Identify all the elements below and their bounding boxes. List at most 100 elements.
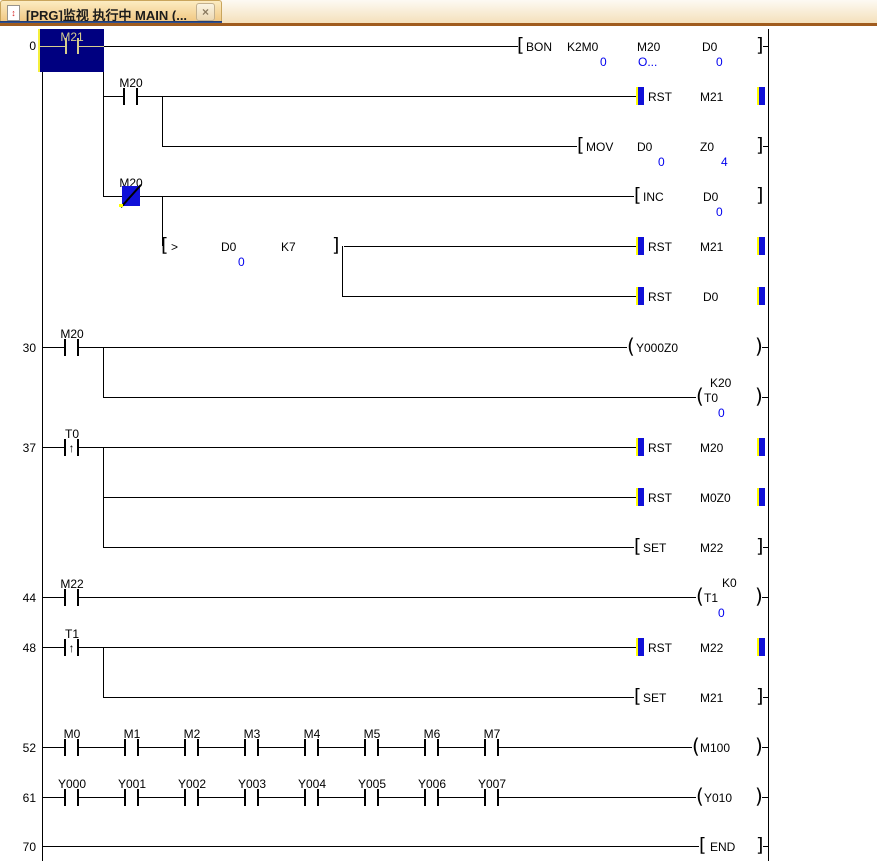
contact-no-y001[interactable]	[124, 789, 139, 806]
coil-m100[interactable]: M100	[700, 741, 731, 755]
close-icon[interactable]: ×	[196, 3, 215, 21]
close-bracket: ]	[756, 133, 764, 156]
instr-bon-operand2[interactable]: M20	[637, 40, 661, 54]
instr-set-operand[interactable]: M22	[700, 541, 724, 555]
contact-label: Y005	[357, 777, 387, 791]
instr-rst-operand[interactable]: M21	[700, 240, 724, 254]
instr-rst-opcode[interactable]: RST	[648, 641, 672, 655]
coil-close-paren: )	[755, 784, 763, 809]
document-tab[interactable]: ↕ [PRG]监视 执行中 MAIN (...	[0, 0, 222, 23]
contact-label: M6	[423, 727, 441, 741]
instr-mov-operand2[interactable]: Z0	[700, 140, 715, 154]
contact-label: M5	[363, 727, 381, 741]
coil-y010[interactable]: Y010	[704, 791, 733, 805]
contact-no-m4[interactable]	[304, 739, 319, 756]
instr-end-opcode[interactable]: END	[710, 840, 736, 854]
coil-open-paren: (	[696, 584, 704, 609]
contact-no-y006[interactable]	[424, 789, 439, 806]
instr-rst-operand[interactable]: M22	[700, 641, 724, 655]
instr-set-opcode[interactable]: SET	[643, 691, 667, 705]
tab-bar-edge	[0, 23, 877, 26]
instr-mov-operand1[interactable]: D0	[637, 140, 653, 154]
instr-set-operand[interactable]: M21	[700, 691, 724, 705]
instr-rst-opcode[interactable]: RST	[648, 491, 672, 505]
contact-label: M4	[303, 727, 321, 741]
instr-rst-opcode[interactable]: RST	[648, 441, 672, 455]
contact-pulse-t0[interactable]: ↑	[64, 439, 79, 456]
instr-rst-operand[interactable]: M20	[700, 441, 724, 455]
contact-label: M0	[63, 727, 81, 741]
contact-pulse-t1[interactable]: ↑	[64, 639, 79, 656]
monitor-value: 0	[718, 606, 725, 620]
energized-bracket	[636, 638, 644, 656]
contact-label: Y006	[417, 777, 447, 791]
instr-rst-operand[interactable]: M0Z0	[700, 491, 731, 505]
instr-inc-operand[interactable]: D0	[703, 190, 719, 204]
wire-h	[103, 96, 636, 97]
contact-no-y000[interactable]	[64, 789, 79, 806]
wire-v	[103, 647, 104, 697]
coil-y000z0[interactable]: Y000Z0	[636, 341, 679, 355]
left-bus-bar	[42, 29, 43, 861]
close-bracket: ]	[756, 833, 764, 856]
wire-h	[342, 296, 636, 297]
open-bracket: [	[634, 684, 642, 707]
contact-no-y003[interactable]	[244, 789, 259, 806]
open-bracket: [	[634, 534, 642, 557]
contact-no-m20[interactable]	[123, 88, 138, 105]
instr-bon-operand1[interactable]: K2M0	[567, 40, 599, 54]
contact-no-m20[interactable]	[64, 339, 79, 356]
wire-h	[763, 846, 768, 847]
contact-no-m2[interactable]	[184, 739, 199, 756]
instr-bon-operand3[interactable]: D0	[702, 40, 718, 54]
open-bracket: [	[517, 33, 525, 56]
wire-h	[762, 797, 768, 798]
instr-rst-opcode[interactable]: RST	[648, 90, 672, 104]
open-bracket: [	[161, 233, 169, 256]
contact-no-m3[interactable]	[244, 739, 259, 756]
wire-h	[763, 146, 768, 147]
contact-no-m6[interactable]	[424, 739, 439, 756]
coil-t0[interactable]: T0	[704, 391, 719, 405]
instr-mov-opcode[interactable]: MOV	[586, 140, 614, 154]
contact-no-y005[interactable]	[364, 789, 379, 806]
contact-no-m7[interactable]	[484, 739, 499, 756]
wire-h	[42, 347, 627, 348]
instr-cmp-operand2[interactable]: K7	[281, 240, 296, 254]
contact-label: T1	[64, 627, 80, 641]
contact-no-m1[interactable]	[124, 739, 139, 756]
contact-no-m5[interactable]	[364, 739, 379, 756]
wire-v	[103, 46, 104, 196]
wire-h	[42, 447, 636, 448]
coil-close-paren: )	[755, 384, 763, 409]
instr-rst-opcode[interactable]: RST	[648, 290, 672, 304]
monitor-value: 4	[721, 155, 728, 169]
close-bracket: ]	[756, 684, 764, 707]
monitor-value: 0	[716, 205, 723, 219]
contact-no-m22[interactable]	[64, 589, 79, 606]
tab-title: [PRG]监视 执行中 MAIN (...	[26, 8, 188, 23]
energized-bracket	[636, 87, 644, 105]
monitor-value: 0	[238, 255, 245, 269]
instr-rst-operand[interactable]: M21	[700, 90, 724, 104]
instr-cmp-operand1[interactable]: D0	[221, 240, 237, 254]
contact-no-m0[interactable]	[64, 739, 79, 756]
energized-bracket	[757, 237, 765, 255]
coil-t1[interactable]: T1	[704, 591, 719, 605]
instr-cmp-opcode[interactable]: >	[171, 240, 179, 254]
step-number: 0	[29, 39, 36, 53]
selected-cell-contact-m21[interactable]: M21	[38, 29, 104, 72]
instr-rst-opcode[interactable]: RST	[648, 240, 672, 254]
instr-bon-opcode[interactable]: BON	[526, 40, 553, 54]
wire-v	[103, 347, 104, 397]
instr-rst-operand[interactable]: D0	[703, 290, 719, 304]
contact-no-y002[interactable]	[184, 789, 199, 806]
energized-bracket	[757, 287, 765, 305]
wire-h	[762, 747, 768, 748]
instr-inc-opcode[interactable]: INC	[643, 190, 664, 204]
instr-set-opcode[interactable]: SET	[643, 541, 667, 555]
contact-no-y004[interactable]	[304, 789, 319, 806]
contact-no-y007[interactable]	[484, 789, 499, 806]
energized-bracket	[757, 638, 765, 656]
